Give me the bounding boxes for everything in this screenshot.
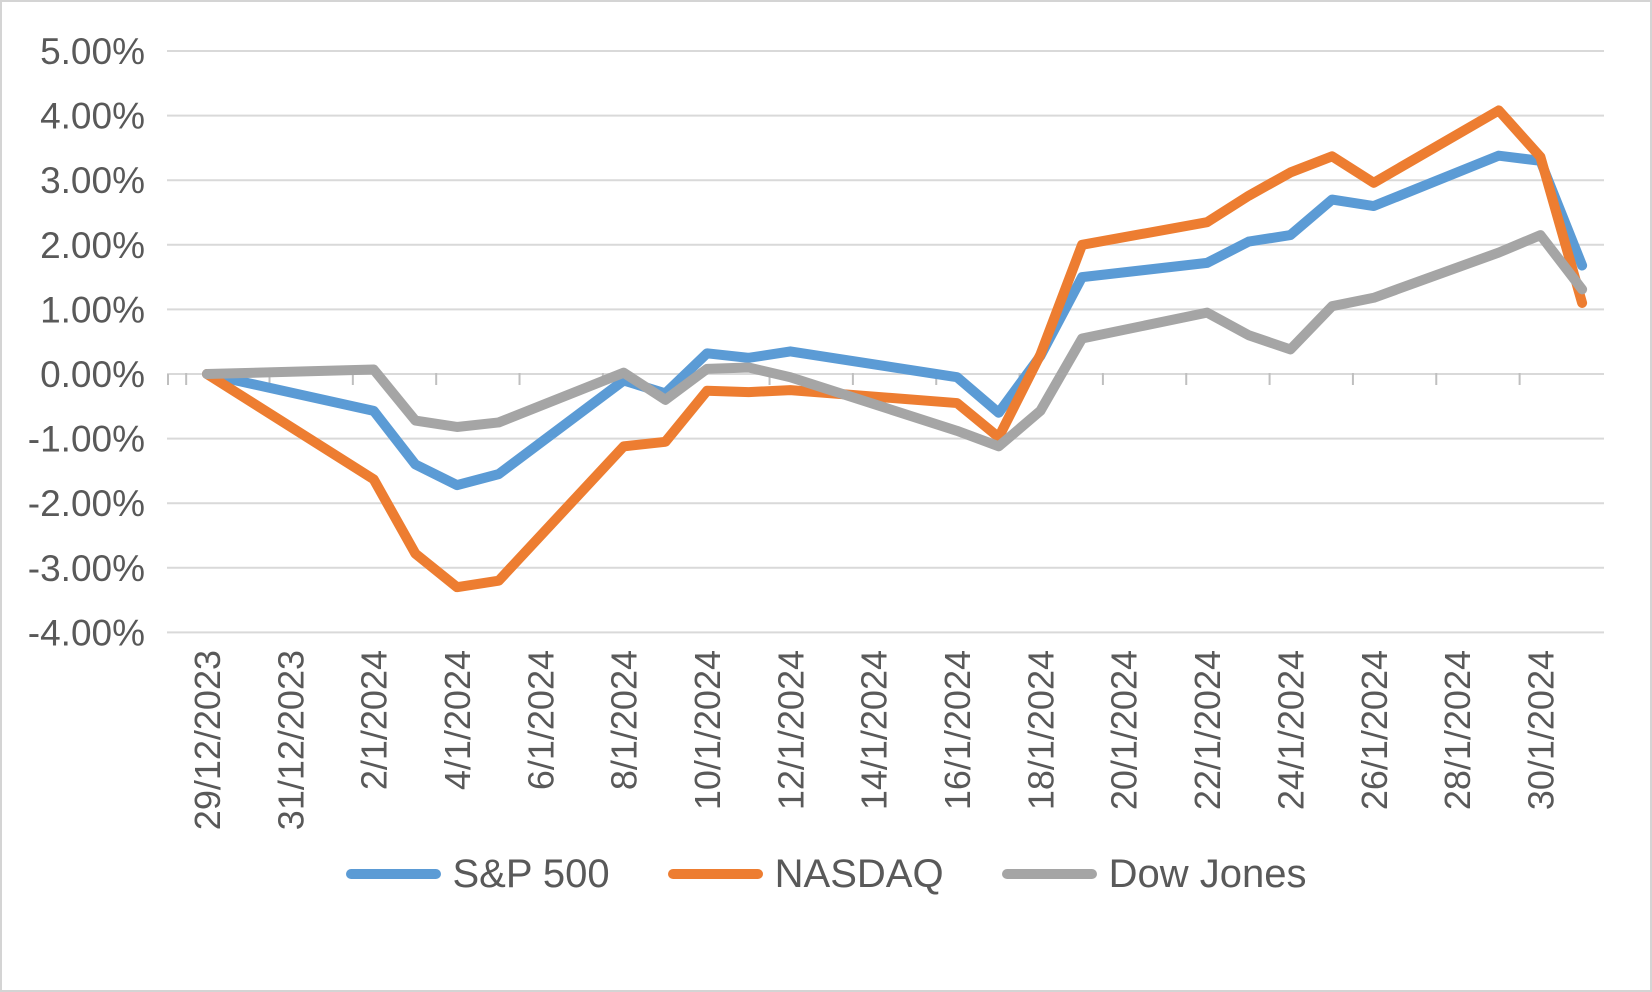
x-axis-tick-label: 26/1/2024: [1354, 650, 1395, 810]
x-axis-tick-label: 14/1/2024: [854, 650, 895, 810]
x-axis-tick-label: 8/1/2024: [604, 650, 645, 790]
legend-item-nasdaq[interactable]: NASDAQ: [667, 852, 944, 896]
y-axis-tick-label: -3.00%: [28, 548, 145, 589]
chart-legend: S&P 500 NASDAQ Dow Jones: [2, 854, 1650, 894]
legend-line-swatch: [1001, 869, 1097, 879]
y-axis-tick-label: 4.00%: [40, 96, 145, 137]
x-axis-tick-label: 18/1/2024: [1020, 650, 1061, 810]
series-line-s-p-500[interactable]: [202, 150, 1588, 491]
legend-item-s-p-500[interactable]: S&P 500: [345, 852, 610, 896]
y-axis-tick-label: -2.00%: [28, 483, 145, 524]
x-axis-tick-label: 2/1/2024: [354, 650, 395, 790]
legend-item-dow-jones[interactable]: Dow Jones: [1001, 852, 1307, 896]
y-axis-tick-label: 0.00%: [40, 354, 145, 395]
x-axis-tick-label: 29/12/2023: [187, 650, 228, 830]
legend-line-swatch: [345, 869, 441, 879]
x-axis-tick-label: 16/1/2024: [937, 650, 978, 810]
x-axis-tick-label: 6/1/2024: [520, 650, 561, 790]
y-axis-tick-label: -1.00%: [28, 419, 145, 460]
legend-label: S&P 500: [452, 852, 610, 896]
y-axis-tick-label: 1.00%: [40, 289, 145, 330]
x-axis-tick-label: 20/1/2024: [1104, 650, 1145, 810]
x-axis-tick-label: 30/1/2024: [1520, 650, 1561, 810]
y-axis-tick-label: 3.00%: [40, 160, 145, 201]
y-axis-tick-label: -4.00%: [28, 612, 145, 653]
legend-line-swatch: [667, 869, 763, 879]
legend-label: Dow Jones: [1108, 852, 1307, 896]
x-axis-tick-label: 28/1/2024: [1437, 650, 1478, 810]
series-line-dow-jones[interactable]: [202, 230, 1588, 452]
y-axis-tick-label: 5.00%: [40, 31, 145, 72]
x-axis-tick-label: 31/12/2023: [270, 650, 311, 830]
series-line-nasdaq[interactable]: [202, 105, 1588, 593]
legend-label: NASDAQ: [774, 852, 944, 896]
x-axis-tick-label: 22/1/2024: [1187, 650, 1228, 810]
x-axis-tick-label: 24/1/2024: [1270, 650, 1311, 810]
x-axis-tick-label: 4/1/2024: [437, 650, 478, 790]
y-axis-tick-label: 2.00%: [40, 225, 145, 266]
x-axis-tick-label: 10/1/2024: [687, 650, 728, 810]
x-axis-tick-label: 12/1/2024: [770, 650, 811, 810]
